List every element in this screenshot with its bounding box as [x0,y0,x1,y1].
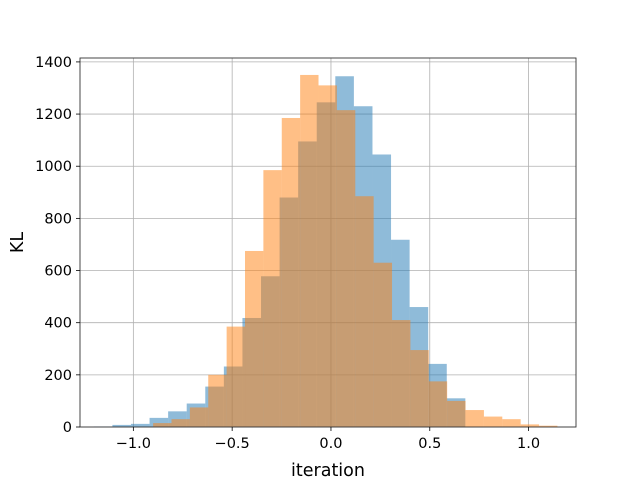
y-axis-label: KL [8,232,28,253]
histogram-bar [410,350,429,427]
bars [93,74,558,428]
y-tick-label: 1200 [35,107,72,123]
histogram-bar [465,410,484,427]
y-tick-label: 0 [63,420,72,436]
histogram-bar [539,425,558,427]
histogram-bar [300,74,319,427]
x-tick-label: 0.0 [319,436,342,452]
x-tick-label: 1.0 [517,436,540,452]
histogram-bar [336,110,356,427]
histogram-bar [171,419,190,427]
y-tick-label: 200 [44,368,72,384]
x-tick-label: −0.5 [215,436,250,452]
histogram-bar [226,326,246,427]
histogram-bar [483,416,503,427]
histogram-bar [153,423,172,427]
histogram-bar [130,423,150,427]
histogram-bar [112,424,131,427]
histogram-bar [520,424,540,427]
histogram-bar [263,170,282,427]
histogram-bar [281,117,301,428]
histogram-bar [208,374,227,427]
y-tick-label: 1000 [35,159,72,175]
y-tick-label: 600 [44,264,72,280]
x-axis-label: iteration [291,461,365,480]
histogram-bar [149,417,169,427]
x-tick-label: −1.0 [116,436,151,452]
histogram-bar [428,381,448,427]
y-tick-label: 800 [44,211,72,227]
series-1 [153,74,558,428]
histogram-bar [447,400,466,427]
ticks: −1.0 −0.5 0.0 0.5 1.0 0 200 400 600 800 1000 1200 14… [35,55,540,452]
histogram-bar [245,250,264,427]
y-tick-label: 1400 [35,55,72,71]
plot-area-frame [79,57,577,428]
histogram-bar [392,320,411,427]
histogram-bar [318,85,337,427]
histogram-bar [189,407,209,427]
histogram-bar [373,262,393,427]
histogram-bar [502,419,521,427]
y-tick-label: 400 [44,316,72,332]
x-tick-label: 0.5 [418,436,441,452]
histogram-bar [355,196,374,427]
